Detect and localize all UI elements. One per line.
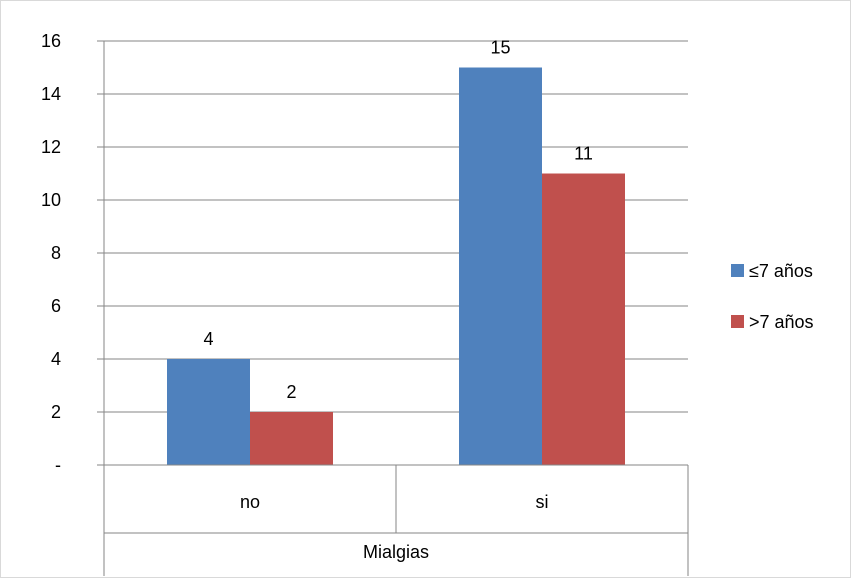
legend: ≤7 años >7 años [731, 261, 814, 332]
x-axis-group-label: Mialgias [363, 542, 429, 562]
x-category-label: no [240, 492, 260, 512]
y-tick-label: 2 [51, 402, 61, 422]
y-tick-label: 14 [41, 84, 61, 104]
bar-no-series-2 [250, 412, 333, 465]
y-tick-label: 8 [51, 243, 61, 263]
legend-label: ≤7 años [749, 261, 813, 281]
data-labels: 4 2 15 11 [203, 38, 592, 403]
y-tick-label: - [55, 455, 61, 475]
y-tick-label: 16 [41, 31, 61, 51]
bar-no-series-1 [167, 359, 250, 465]
y-tick-label: 12 [41, 137, 61, 157]
x-axis-categories: no si [240, 492, 549, 512]
y-tick-label: 4 [51, 349, 61, 369]
legend-swatch-series-1 [731, 264, 744, 277]
bar-si-series-1 [459, 67, 542, 465]
x-category-label: si [536, 492, 549, 512]
bar-si-series-2 [542, 173, 625, 465]
data-label: 2 [286, 382, 296, 402]
data-label: 4 [203, 329, 213, 349]
data-label: 15 [490, 38, 510, 58]
y-axis-ticks: - 2 4 6 8 10 12 14 16 [41, 31, 104, 475]
y-tick-label: 6 [51, 296, 61, 316]
y-tick-label: 10 [41, 190, 61, 210]
axes [97, 41, 689, 576]
bars [167, 67, 625, 465]
data-label: 11 [574, 144, 593, 164]
legend-label: >7 años [749, 312, 814, 332]
legend-swatch-series-2 [731, 315, 744, 328]
